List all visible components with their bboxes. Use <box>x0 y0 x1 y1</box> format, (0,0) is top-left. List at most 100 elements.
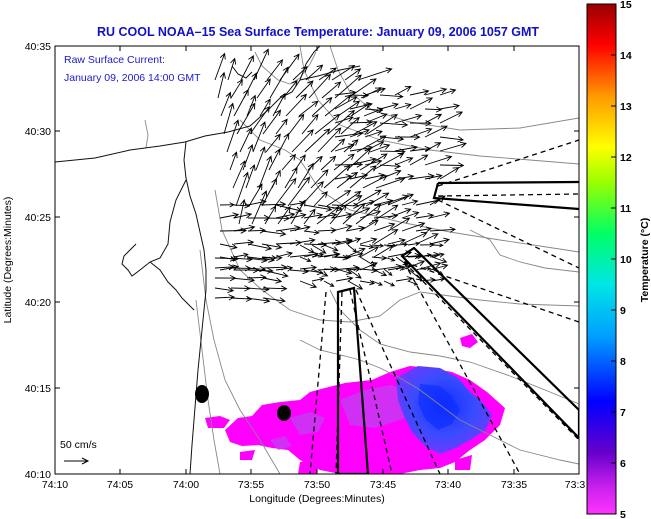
current-vector <box>394 157 414 166</box>
sst-cold-inner <box>418 384 460 430</box>
current-vector <box>320 155 337 171</box>
current-vector <box>373 229 399 245</box>
current-vector <box>261 269 289 279</box>
current-vector <box>364 141 385 152</box>
current-vector <box>223 102 235 135</box>
current-vector <box>220 91 232 117</box>
bathymetry-contours <box>144 46 579 474</box>
current-vector <box>285 93 307 117</box>
current-vector <box>439 88 457 96</box>
current-vector <box>349 119 373 126</box>
current-vector <box>323 252 340 258</box>
current-vector <box>248 183 263 207</box>
current-vector <box>335 239 353 246</box>
current-vector <box>289 268 310 275</box>
colorbar-tick-label: 7 <box>620 407 626 419</box>
current-vector <box>299 280 318 289</box>
radar-sector-outlines <box>336 180 579 474</box>
current-vector <box>349 173 369 180</box>
current-vector <box>251 190 268 225</box>
current-vector <box>227 57 237 81</box>
current-vector <box>371 255 387 261</box>
y-tick-label: 40:35 <box>25 41 51 53</box>
current-vector <box>394 144 418 152</box>
current-vector <box>439 141 467 152</box>
current-vector <box>359 237 378 245</box>
current-vector <box>289 224 311 232</box>
colorbar-tick-label: 14 <box>620 50 632 62</box>
current-vector <box>230 78 243 99</box>
current-vector <box>355 203 382 225</box>
current-vector <box>235 171 249 207</box>
current-vector <box>258 155 273 189</box>
current-vector <box>247 267 274 274</box>
current-vector <box>429 211 451 219</box>
current-vector <box>371 280 383 286</box>
current-vector <box>311 244 327 254</box>
current-vector <box>359 209 382 219</box>
current-vector <box>314 113 341 135</box>
current-vector <box>424 87 448 96</box>
current-vector <box>303 229 320 236</box>
current-vector <box>439 162 465 169</box>
x-tick-label: 73:45 <box>370 479 396 491</box>
current-vector <box>439 111 464 124</box>
colorbar-label: Temperature (°C) <box>639 218 651 303</box>
current-vector <box>304 128 331 153</box>
current-vector <box>292 66 308 81</box>
current-vector <box>219 227 248 234</box>
current-vector <box>334 143 355 152</box>
current-vector <box>401 221 426 232</box>
station-marker-south <box>277 405 291 421</box>
current-vector <box>334 89 357 97</box>
current-vector <box>383 280 396 287</box>
current-vector <box>233 252 249 258</box>
current-vector <box>383 268 393 276</box>
current-vector <box>364 172 386 180</box>
current-vector <box>407 241 421 246</box>
current-vector <box>230 295 253 302</box>
current-vector <box>268 148 281 171</box>
current-vector <box>214 263 235 271</box>
current-vector <box>281 153 297 171</box>
current-vector <box>372 152 405 171</box>
current-vector <box>336 171 359 189</box>
current-vector <box>415 226 432 232</box>
x-tick-label: 74:00 <box>173 479 199 491</box>
current-vector <box>259 98 271 117</box>
current-vector <box>323 244 339 252</box>
current-vector <box>364 129 383 138</box>
current-vector <box>303 251 319 258</box>
current-vector <box>334 96 358 110</box>
current-vector <box>262 277 283 284</box>
current-vector <box>347 280 364 290</box>
colorbar-tick-label: 11 <box>620 203 631 215</box>
current-vector <box>364 87 386 96</box>
current-vector <box>334 173 353 180</box>
current-vector <box>373 222 396 232</box>
annotation-line2: January 09, 2006 14:00 GMT <box>64 72 201 84</box>
current-vector <box>233 224 256 232</box>
current-vector <box>311 253 324 258</box>
current-vector <box>359 244 375 250</box>
current-vector <box>229 151 238 171</box>
current-vector <box>323 164 351 189</box>
current-vector <box>379 102 399 110</box>
current-vector <box>371 268 388 277</box>
current-vector <box>337 100 361 117</box>
surface-current-vectors <box>214 48 467 304</box>
x-tick-label: 73:55 <box>238 479 264 491</box>
current-vector <box>331 224 353 232</box>
current-vector <box>331 64 356 81</box>
current-vector <box>439 136 465 143</box>
current-vector <box>359 256 376 267</box>
current-vector <box>359 280 376 286</box>
current-vector <box>262 254 283 261</box>
current-vector <box>424 155 453 166</box>
current-vector <box>424 142 442 152</box>
colorbar-tick-label: 9 <box>620 305 626 317</box>
current-vector <box>373 198 394 206</box>
current-vector <box>431 243 444 248</box>
current-vector <box>387 208 412 219</box>
current-vector <box>275 212 296 219</box>
